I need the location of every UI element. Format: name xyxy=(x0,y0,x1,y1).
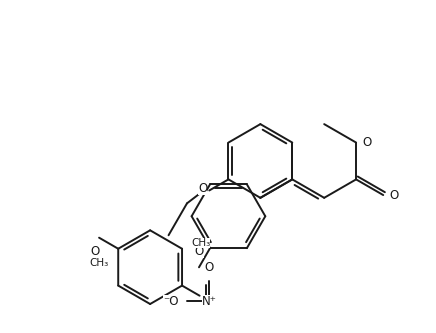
Text: O: O xyxy=(91,245,100,258)
Text: O: O xyxy=(363,136,372,149)
Text: O: O xyxy=(390,188,399,201)
Text: CH₃: CH₃ xyxy=(191,238,211,248)
Text: N⁺: N⁺ xyxy=(202,295,217,308)
Text: CH₃: CH₃ xyxy=(89,258,109,268)
Text: O: O xyxy=(198,182,208,195)
Text: O: O xyxy=(194,245,204,258)
Text: ⁻O: ⁻O xyxy=(164,295,179,308)
Text: O: O xyxy=(204,261,214,274)
